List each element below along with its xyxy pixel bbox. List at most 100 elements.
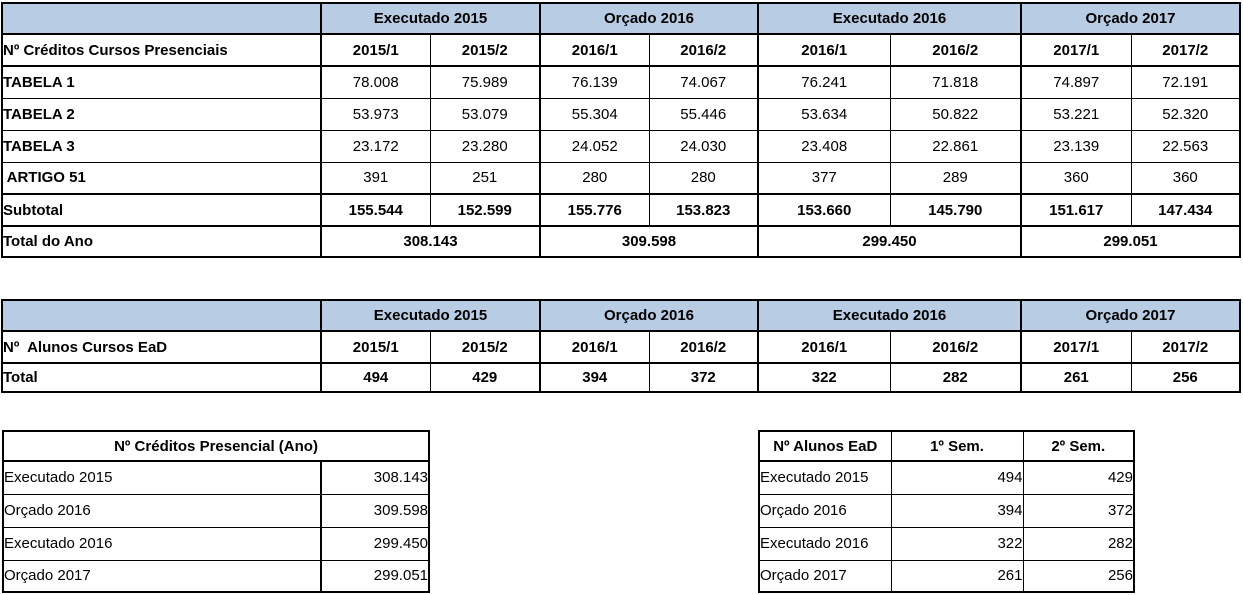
cell: 78.008 bbox=[320, 65, 431, 99]
cell: 289 bbox=[889, 161, 1022, 195]
cell: 22.861 bbox=[889, 129, 1022, 163]
cell: 394 bbox=[539, 362, 650, 393]
cell: 360 bbox=[1020, 161, 1132, 195]
cell: 282 bbox=[1022, 526, 1135, 561]
header-spacer bbox=[1, 299, 322, 332]
cell: 72.191 bbox=[1130, 65, 1241, 99]
row-label: Total do Ano bbox=[1, 225, 322, 258]
cell: 153.823 bbox=[648, 193, 759, 227]
cell: 372 bbox=[648, 362, 759, 393]
cell: 23.172 bbox=[320, 129, 431, 163]
table-row: Executado 2016 299.450 bbox=[2, 526, 430, 561]
corner-label: Nº Alunos Cursos EaD bbox=[1, 330, 322, 364]
cell: 309.598 bbox=[319, 493, 430, 528]
table-title: Nº Créditos Presencial (Ano) bbox=[2, 430, 430, 462]
ead-table: Executado 2015 Orçado 2016 Executado 201… bbox=[1, 299, 1241, 393]
semester-header: 2016/2 bbox=[889, 330, 1022, 364]
semester-header: 2017/2 bbox=[1130, 33, 1241, 67]
cell: 280 bbox=[648, 161, 759, 195]
cell: 256 bbox=[1130, 362, 1241, 393]
column-header: 2º Sem. bbox=[1022, 430, 1135, 462]
cell: 24.030 bbox=[648, 129, 759, 163]
semester-header: 2017/2 bbox=[1130, 330, 1241, 364]
row-label: Orçado 2017 bbox=[758, 559, 892, 593]
cell: 155.776 bbox=[539, 193, 650, 227]
table-row: Subtotal 155.544 152.599 155.776 153.823… bbox=[1, 193, 1241, 227]
cell: 391 bbox=[320, 161, 431, 195]
cell: 23.408 bbox=[757, 129, 891, 163]
semester-header: 2016/1 bbox=[757, 33, 891, 67]
cell: 23.139 bbox=[1020, 129, 1132, 163]
row-label: Orçado 2016 bbox=[2, 493, 322, 528]
semester-header: 2017/1 bbox=[1020, 330, 1132, 364]
cell: 75.989 bbox=[429, 65, 541, 99]
cell: 299.051 bbox=[319, 559, 430, 593]
table-row: Executado 2015 308.143 bbox=[2, 460, 430, 495]
table-row: Nº Créditos Presencial (Ano) bbox=[2, 430, 430, 462]
cell: 299.450 bbox=[757, 225, 1022, 258]
cell: 74.897 bbox=[1020, 65, 1132, 99]
cell: 256 bbox=[1022, 559, 1135, 593]
group-header-executado-2016: Executado 2016 bbox=[757, 2, 1022, 35]
semester-header: 2016/2 bbox=[648, 33, 759, 67]
creditos-ano-table: Nº Créditos Presencial (Ano) Executado 2… bbox=[2, 430, 431, 593]
table-row: Nº Alunos Cursos EaD 2015/1 2015/2 2016/… bbox=[1, 330, 1241, 364]
group-header-executado-2015: Executado 2015 bbox=[320, 2, 541, 35]
cell: 394 bbox=[890, 493, 1024, 528]
row-label: Total bbox=[1, 362, 322, 393]
table-row: Executado 2015 Orçado 2016 Executado 201… bbox=[1, 299, 1241, 332]
semester-header: 2015/2 bbox=[429, 330, 541, 364]
table-row: Nº Créditos Cursos Presenciais 2015/1 20… bbox=[1, 33, 1241, 67]
cell: 494 bbox=[320, 362, 431, 393]
table-row: TABELA 3 23.172 23.280 24.052 24.030 23.… bbox=[1, 129, 1241, 163]
corner-label: Nº Créditos Cursos Presenciais bbox=[1, 33, 322, 67]
row-label: TABELA 3 bbox=[1, 129, 322, 163]
cell: 280 bbox=[539, 161, 650, 195]
table-row: Executado 2015 Orçado 2016 Executado 201… bbox=[1, 2, 1241, 35]
table-row: Total 494 429 394 372 322 282 261 256 bbox=[1, 362, 1241, 393]
cell: 308.143 bbox=[319, 460, 430, 495]
alunos-ead-table: Nº Alunos EaD 1º Sem. 2º Sem. Executado … bbox=[758, 430, 1135, 593]
group-header-orcado-2016: Orçado 2016 bbox=[539, 2, 759, 35]
cell: 155.544 bbox=[320, 193, 431, 227]
cell: 53.221 bbox=[1020, 97, 1132, 131]
semester-header: 2016/2 bbox=[648, 330, 759, 364]
semester-header: 2016/1 bbox=[757, 330, 891, 364]
group-header-executado-2015: Executado 2015 bbox=[320, 299, 541, 332]
cell: 322 bbox=[890, 526, 1024, 561]
table-row: TABELA 1 78.008 75.989 76.139 74.067 76.… bbox=[1, 65, 1241, 99]
cell: 53.079 bbox=[429, 97, 541, 131]
row-label: Orçado 2016 bbox=[758, 493, 892, 528]
group-header-orcado-2016: Orçado 2016 bbox=[539, 299, 759, 332]
cell: 52.320 bbox=[1130, 97, 1241, 131]
table-row: Orçado 2016 309.598 bbox=[2, 493, 430, 528]
cell: 71.818 bbox=[889, 65, 1022, 99]
semester-header: 2016/2 bbox=[889, 33, 1022, 67]
table-row: Orçado 2016 394 372 bbox=[758, 493, 1135, 528]
cell: 429 bbox=[1022, 460, 1135, 495]
row-label: TABELA 2 bbox=[1, 97, 322, 131]
row-label: Executado 2015 bbox=[2, 460, 322, 495]
cell: 76.139 bbox=[539, 65, 650, 99]
cell: 377 bbox=[757, 161, 891, 195]
cell: 261 bbox=[890, 559, 1024, 593]
cell: 23.280 bbox=[429, 129, 541, 163]
row-label: Subtotal bbox=[1, 193, 322, 227]
semester-header: 2016/1 bbox=[539, 33, 650, 67]
cell: 55.304 bbox=[539, 97, 650, 131]
cell: 147.434 bbox=[1130, 193, 1241, 227]
cell: 261 bbox=[1020, 362, 1132, 393]
semester-header: 2015/1 bbox=[320, 330, 431, 364]
table-row: Executado 2016 322 282 bbox=[758, 526, 1135, 561]
cell: 145.790 bbox=[889, 193, 1022, 227]
cell: 360 bbox=[1130, 161, 1241, 195]
cell: 76.241 bbox=[757, 65, 891, 99]
cell: 151.617 bbox=[1020, 193, 1132, 227]
row-label: Executado 2015 bbox=[758, 460, 892, 495]
group-header-orcado-2017: Orçado 2017 bbox=[1020, 299, 1241, 332]
table-row: ARTIGO 51 391 251 280 280 377 289 360 36… bbox=[1, 161, 1241, 195]
semester-header: 2016/1 bbox=[539, 330, 650, 364]
cell: 22.563 bbox=[1130, 129, 1241, 163]
table-row: Orçado 2017 261 256 bbox=[758, 559, 1135, 593]
